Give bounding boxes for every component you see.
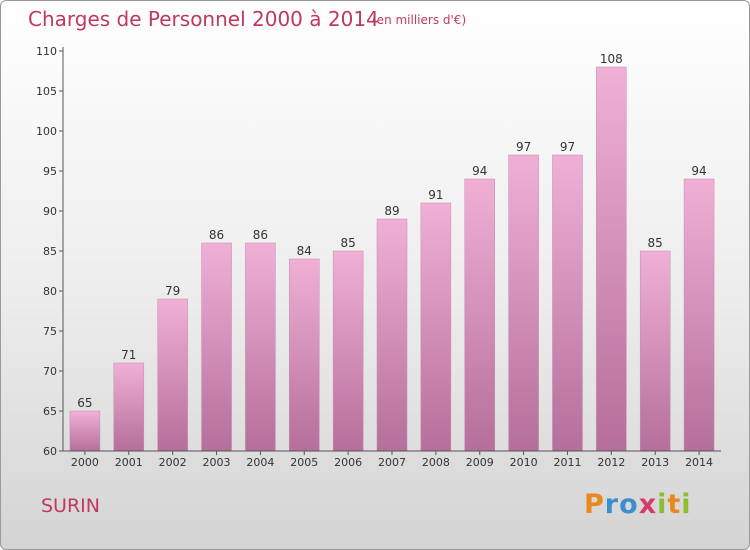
y-tick-label-60: 60 <box>43 445 57 458</box>
logo-letter: x <box>638 489 658 520</box>
y-tick-label-110: 110 <box>36 45 57 58</box>
data-label-2014: 94 <box>691 164 706 178</box>
x-tick-label-2000: 2000 <box>71 456 99 469</box>
y-tick-label-100: 100 <box>36 125 57 138</box>
x-tick-label-2009: 2009 <box>466 456 494 469</box>
bar-2008 <box>420 202 452 452</box>
x-tick-label-2001: 2001 <box>115 456 143 469</box>
logo-letter: i <box>681 489 692 520</box>
data-label-2013: 85 <box>648 236 663 250</box>
proxiti-logo: Proxiti <box>584 489 692 520</box>
data-label-2004: 86 <box>253 228 268 242</box>
y-tick-label-70: 70 <box>43 365 57 378</box>
chart-subtitle: (en milliers d'€) <box>372 13 467 27</box>
data-label-2007: 89 <box>384 204 399 218</box>
data-label-2002: 79 <box>165 284 180 298</box>
axes-group: 2000 2001 2002 2003 2004 2005 2006 2007 2008 2009… <box>36 45 721 469</box>
y-tick-label-80: 80 <box>43 285 57 298</box>
x-tick-label-2014: 2014 <box>685 456 713 469</box>
y-tick-label-95: 95 <box>43 165 57 178</box>
x-tick-label-2005: 2005 <box>290 456 318 469</box>
bar-2001 <box>113 362 145 452</box>
y-tick-label-65: 65 <box>43 405 57 418</box>
bar-2007 <box>376 218 408 452</box>
data-label-2011: 97 <box>560 140 575 154</box>
y-tick-label-90: 90 <box>43 205 57 218</box>
logo-letter: i <box>657 489 668 520</box>
bar-2000 <box>69 410 101 452</box>
bar-2013 <box>639 250 671 452</box>
x-tick-label-2010: 2010 <box>510 456 538 469</box>
data-label-2001: 71 <box>121 348 136 362</box>
bar-2011 <box>552 154 583 452</box>
data-label-2000: 65 <box>77 396 92 410</box>
x-tick-label-2012: 2012 <box>597 456 625 469</box>
x-tick-label-2008: 2008 <box>422 456 450 469</box>
data-label-2005: 84 <box>297 244 312 258</box>
x-tick-label-2006: 2006 <box>334 456 362 469</box>
logo-letter: o <box>619 489 639 520</box>
logo-letter: r <box>604 489 620 520</box>
bar-2005 <box>289 258 320 452</box>
data-label-2003: 86 <box>209 228 224 242</box>
bar-2012 <box>596 66 627 452</box>
logo-letter: t <box>667 489 682 520</box>
x-tick-label-2013: 2013 <box>641 456 669 469</box>
logo-letter: P <box>584 489 605 520</box>
x-tick-label-2011: 2011 <box>553 456 581 469</box>
bars-group: 65 71 79 86 86 84 85 89 91 94 97 97 108 85 94 <box>69 52 715 452</box>
bar-2002 <box>157 298 188 452</box>
data-label-2010: 97 <box>516 140 531 154</box>
commune-name: SURIN <box>41 495 100 517</box>
x-tick-label-2007: 2007 <box>378 456 406 469</box>
chart-title: Charges de Personnel 2000 à 2014 <box>28 7 379 31</box>
bar-2014 <box>683 178 715 452</box>
bar-2010 <box>508 154 539 452</box>
y-tick-label-105: 105 <box>36 85 57 98</box>
data-label-2012: 108 <box>600 52 623 66</box>
bar-2009 <box>464 178 495 452</box>
y-tick-label-75: 75 <box>43 325 57 338</box>
x-tick-label-2002: 2002 <box>159 456 187 469</box>
x-tick-label-2003: 2003 <box>203 456 231 469</box>
bar-2004 <box>245 242 276 452</box>
bar-2006 <box>332 250 364 452</box>
data-label-2009: 94 <box>472 164 487 178</box>
x-tick-label-2004: 2004 <box>246 456 274 469</box>
bar-2003 <box>201 242 232 452</box>
y-tick-label-85: 85 <box>43 245 57 258</box>
data-label-2008: 91 <box>428 188 443 202</box>
data-label-2006: 85 <box>340 236 355 250</box>
